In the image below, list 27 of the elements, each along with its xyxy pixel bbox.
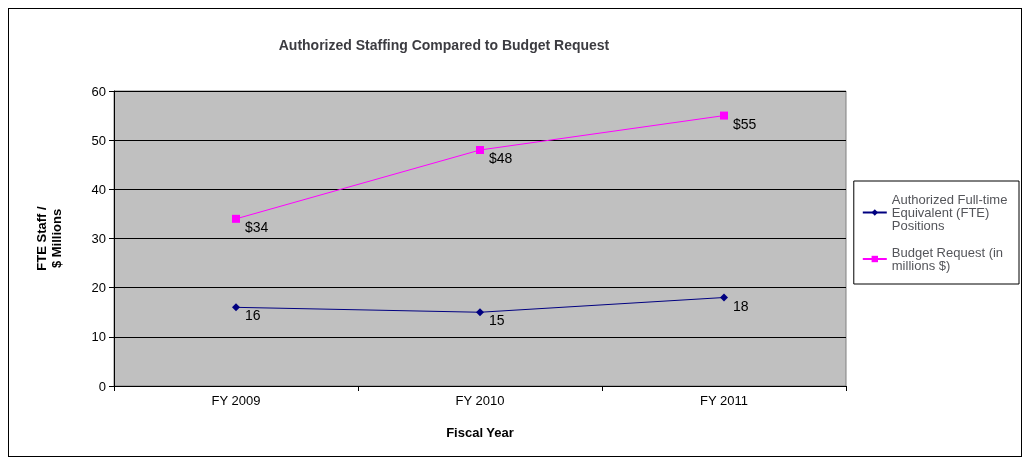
legend-label: Authorized Full-time Equivalent (FTE) Positions [891,192,1012,233]
data-label: $34 [245,218,269,235]
point [476,308,484,317]
y-tick-label: 40 [91,181,106,197]
point [720,111,728,120]
point [232,214,240,223]
data-label: 18 [733,297,749,314]
y-tick-label: 0 [98,378,106,394]
y-axis-title: FTE Staff / $ Millions [34,205,64,271]
data-label: $55 [733,115,757,132]
chart-title: Authorized Staffing Compared to Budget Request [278,37,610,53]
point [476,146,484,154]
point [232,303,240,312]
y-tick-label: 10 [91,329,106,345]
point [720,293,728,302]
data-label: 16 [245,307,261,324]
data-label: 15 [489,312,505,329]
legend-label: Budget Request (in millions $) [891,245,1007,273]
x-tick-label: FY 2010 [455,393,505,408]
y-tick-label: 30 [91,231,106,246]
y-tick-label: 50 [91,132,106,148]
x-tick-label: FY 2009 [211,393,261,408]
y-tick-label: 60 [91,83,106,99]
data-label: $48 [489,150,513,166]
x-axis-title: Fiscal Year [446,425,514,440]
y-tick-label: 20 [91,280,106,296]
x-tick-label: FY 2011 [700,393,748,408]
